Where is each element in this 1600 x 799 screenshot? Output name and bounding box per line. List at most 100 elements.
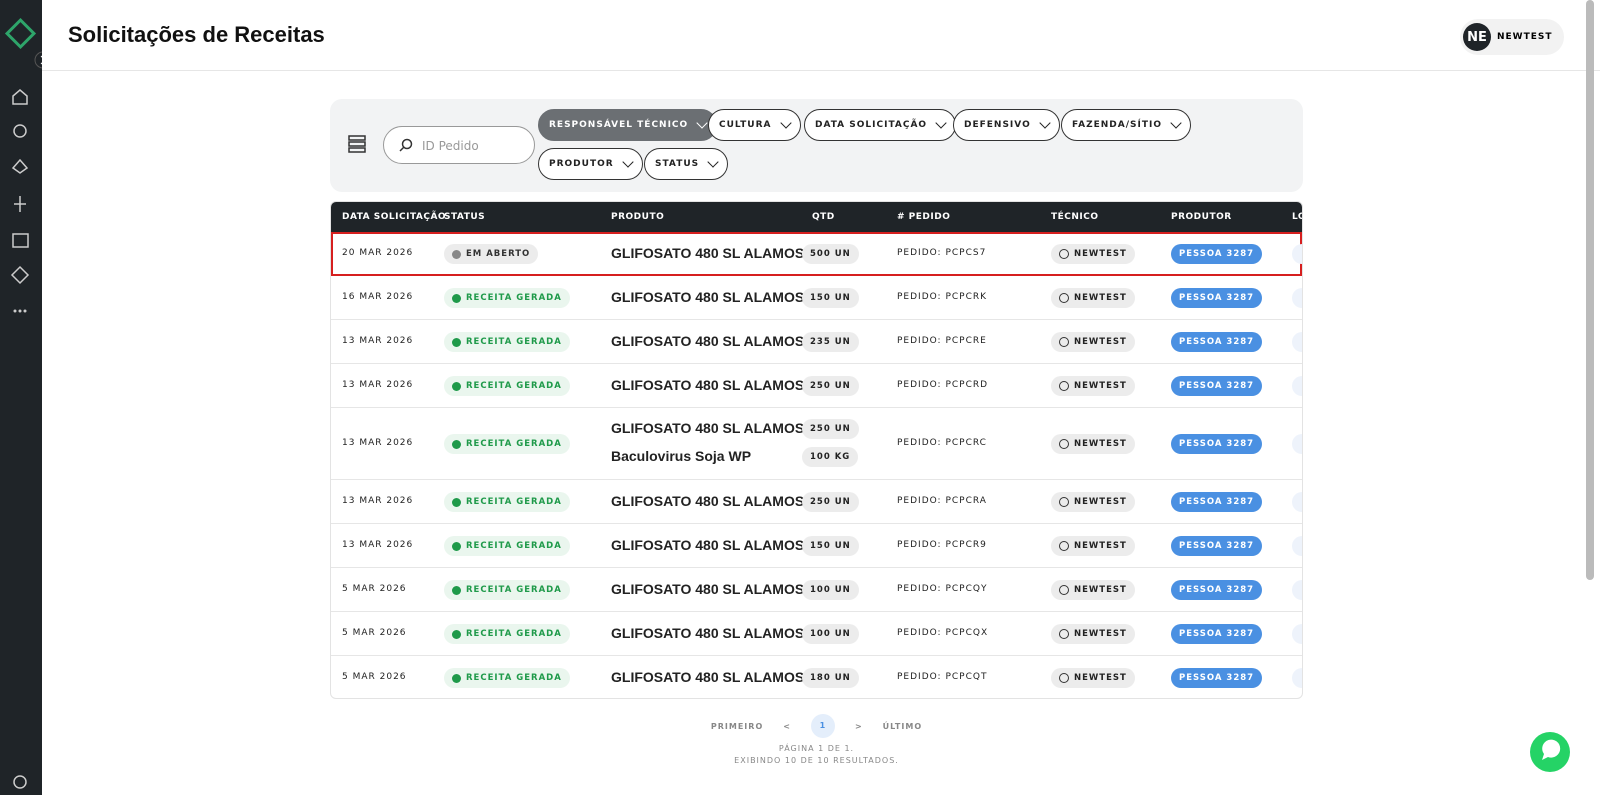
status-text: RECEITA GERADA — [466, 439, 562, 449]
product-name: GLIFOSATO 480 SL ALAMOS; GLI — [611, 537, 811, 553]
status-icon — [452, 629, 461, 639]
page-prev[interactable]: < — [783, 721, 791, 731]
technician-icon — [1059, 585, 1069, 595]
whatsapp-button[interactable] — [1528, 730, 1572, 774]
location-badge — [1292, 580, 1302, 600]
column-header: STATUS — [444, 212, 486, 222]
producer-badge: PESSOA 3287 — [1171, 624, 1263, 644]
chevron — [1039, 117, 1051, 129]
user-menu[interactable]: NE NEWTEST — [1460, 19, 1564, 55]
technician-name: NEWTEST — [1074, 249, 1127, 259]
technician-icon — [1059, 293, 1069, 303]
location-badge — [1292, 434, 1302, 454]
status-icon — [452, 293, 461, 303]
table-row[interactable]: 5 MAR 2026 RECEITA GERADA GLIFOSATO 480 SL… — [331, 568, 1302, 612]
product-name: GLIFOSATO 480 SL ALAMOS; GLI — [611, 333, 811, 349]
page-first[interactable]: PRIMEIRO — [710, 721, 764, 731]
date: 5 MAR 2026 — [342, 628, 407, 638]
technician-name: NEWTEST — [1074, 629, 1127, 639]
technician-badge: NEWTEST — [1051, 492, 1135, 512]
table-row[interactable]: 13 MAR 2026 RECEITA GERADA GLIFOSATO 480 S… — [331, 524, 1302, 568]
table-row[interactable]: 20 MAR 2026 EM ABERTO GLIFOSATO 480 SL ALA… — [331, 232, 1302, 276]
technician-icon — [1059, 381, 1069, 391]
search-icon — [399, 138, 413, 152]
table-row[interactable]: 16 MAR 2026 RECEITA GERADA GLIFOSATO 480 S… — [331, 276, 1302, 320]
product-name: GLIFOSATO 480 SL ALAMOS; GLI — [611, 625, 811, 641]
results-info: EXIBINDO 10 DE 10 RESULTADOS. — [734, 756, 899, 765]
page-title: Solicitações de Receitas — [68, 22, 325, 47]
chevron — [935, 117, 947, 129]
table-row[interactable]: 5 MAR 2026 RECEITA GERADA GLIFOSATO 480 SL… — [331, 656, 1302, 698]
status-badge: EM ABERTO — [444, 244, 539, 264]
quantity: 235 UN — [802, 332, 859, 352]
date: 16 MAR 2026 — [342, 292, 414, 302]
pagination: PRIMEIRO <1 > ÚLTIMO PÁGINA 1 DE 1. EXIBINDO … — [330, 714, 1303, 765]
date: 13 MAR 2026 — [342, 380, 414, 390]
product-name: Baculovirus Soja WP — [611, 448, 752, 464]
chevron — [1170, 117, 1182, 129]
search-placeholder: ID Pedido — [422, 139, 479, 153]
date: 13 MAR 2026 — [342, 336, 414, 346]
status-text: RECEITA GERADA — [466, 629, 562, 639]
status-badge: RECEITA GERADA — [444, 536, 570, 556]
order-id: PEDIDO: PCPCS7 — [897, 248, 987, 258]
page-controls: PRIMEIRO <1 > ÚLTIMO — [330, 714, 1303, 738]
column-header: TÉCNICO — [1051, 212, 1099, 222]
table-row[interactable]: 13 MAR 2026 RECEITA GERADA GLIFOSATO 480 S… — [331, 408, 1302, 480]
table: DATA SOLICITAÇÃO STATUS PRODUTO QTD # PEDIDO… — [330, 201, 1303, 699]
producer-badge: PESSOA 3287 — [1171, 536, 1263, 556]
technician-badge: NEWTEST — [1051, 434, 1135, 454]
technician-name: NEWTEST — [1074, 337, 1127, 347]
table-row[interactable]: 13 MAR 2026 RECEITA GERADA GLIFOSATO 480 S… — [331, 364, 1302, 408]
location-badge — [1292, 288, 1302, 308]
column-header: LO — [1292, 212, 1302, 222]
technician-name: NEWTEST — [1074, 381, 1127, 391]
product-name: GLIFOSATO 480 SL ALAMOS; GLI — [611, 669, 811, 685]
filter-button[interactable]: FAZENDA/SÍTIO — [1061, 109, 1191, 141]
table-header: DATA SOLICITAÇÃO STATUS PRODUTO QTD # PEDIDO… — [331, 202, 1302, 232]
location-badge — [1292, 332, 1302, 352]
technician-icon — [1059, 629, 1069, 639]
producer-badge: PESSOA 3287 — [1171, 244, 1263, 264]
filter-button[interactable]: PRODUTOR — [538, 148, 643, 180]
chevron — [707, 156, 719, 168]
scrollbar[interactable] — [1586, 0, 1594, 580]
page-current[interactable]: 1 — [810, 714, 835, 738]
product-name: GLIFOSATO 480 SL ALAMOS; GLI — [611, 377, 811, 393]
filter-button[interactable]: STATUS — [644, 148, 729, 180]
quantity: 180 UN — [802, 668, 859, 688]
date: 5 MAR 2026 — [342, 584, 407, 594]
technician-name: NEWTEST — [1074, 673, 1127, 683]
table-row[interactable]: 13 MAR 2026 RECEITA GERADA GLIFOSATO 480 S… — [331, 320, 1302, 364]
order-id: PEDIDO: PCPCRD — [897, 380, 989, 390]
search-input[interactable]: ID Pedido — [383, 126, 535, 164]
table-row[interactable]: 5 MAR 2026 RECEITA GERADA GLIFOSATO 480 SL… — [331, 612, 1302, 656]
filter-button[interactable]: DATA SOLICITAÇÃO — [804, 109, 957, 141]
filter-button[interactable]: CULTURA — [708, 109, 801, 141]
status-text: RECEITA GERADA — [466, 585, 562, 595]
technician-icon — [1059, 439, 1069, 449]
date: 13 MAR 2026 — [342, 540, 414, 550]
order-id: PEDIDO: PCPCRA — [897, 496, 987, 506]
table-row[interactable]: 13 MAR 2026 RECEITA GERADA GLIFOSATO 480 S… — [331, 480, 1302, 524]
filter-button[interactable]: DEFENSIVO — [953, 109, 1060, 141]
avatar: NE — [1463, 23, 1491, 51]
location-badge — [1292, 624, 1302, 644]
quantity: 100 UN — [802, 580, 859, 600]
status-text: RECEITA GERADA — [466, 337, 562, 347]
producer-badge: PESSOA 3287 — [1171, 332, 1263, 352]
list-icon[interactable] — [348, 135, 366, 153]
technician-badge: NEWTEST — [1051, 244, 1135, 264]
page-last[interactable]: ÚLTIMO — [882, 721, 923, 731]
technician-icon — [1059, 249, 1069, 259]
page-next[interactable]: > — [854, 721, 863, 731]
filter-button[interactable]: RESPONSÁVEL TÉCNICO — [538, 109, 718, 141]
producer-badge: PESSOA 3287 — [1171, 434, 1263, 454]
technician-badge: NEWTEST — [1051, 288, 1135, 308]
order-id: PEDIDO: PCPCRK — [897, 292, 988, 302]
technician-name: NEWTEST — [1074, 497, 1127, 507]
date: 13 MAR 2026 — [342, 496, 414, 506]
technician-badge: NEWTEST — [1051, 624, 1135, 644]
column-header: PRODUTOR — [1171, 212, 1232, 222]
technician-badge: NEWTEST — [1051, 668, 1135, 688]
